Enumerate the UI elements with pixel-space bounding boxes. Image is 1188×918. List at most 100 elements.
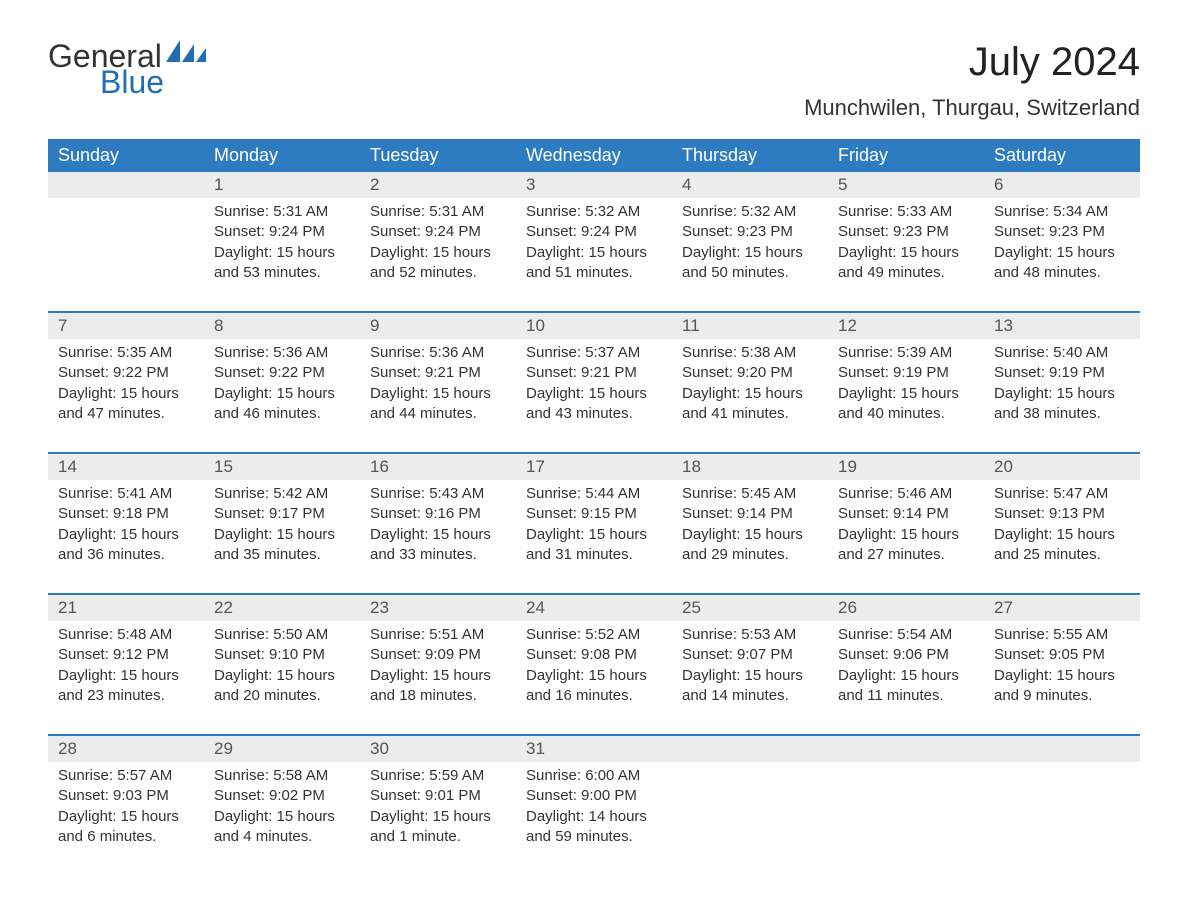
sunrise-text: Sunrise: 5:39 AM: [838, 343, 974, 363]
daylight-text: Daylight: 15 hours: [526, 666, 662, 686]
day-cell: Sunrise: 5:53 AMSunset: 9:07 PMDaylight:…: [672, 621, 828, 735]
day-empty: [48, 198, 204, 312]
sunset-text: Sunset: 9:14 PM: [838, 504, 974, 524]
day-cell: Sunrise: 5:33 AMSunset: 9:23 PMDaylight:…: [828, 198, 984, 312]
daylight-text: Daylight: 15 hours: [682, 384, 818, 404]
sunrise-text: Sunrise: 5:57 AM: [58, 766, 194, 786]
daylight-text: Daylight: 15 hours: [526, 525, 662, 545]
day-number: 1: [204, 172, 360, 198]
sunset-text: Sunset: 9:06 PM: [838, 645, 974, 665]
daylight-text: Daylight: 15 hours: [994, 384, 1130, 404]
daylight-text: and 14 minutes.: [682, 686, 818, 706]
day-empty: [984, 762, 1140, 875]
sunset-text: Sunset: 9:05 PM: [994, 645, 1130, 665]
day-number: 28: [48, 736, 204, 762]
day-cell: Sunrise: 5:31 AMSunset: 9:24 PMDaylight:…: [360, 198, 516, 312]
daylight-text: Daylight: 15 hours: [214, 384, 350, 404]
sunset-text: Sunset: 9:19 PM: [838, 363, 974, 383]
day-number: 4: [672, 172, 828, 198]
sunset-text: Sunset: 9:19 PM: [994, 363, 1130, 383]
sunrise-text: Sunrise: 5:46 AM: [838, 484, 974, 504]
day-number: 5: [828, 172, 984, 198]
logo-word2: Blue: [100, 66, 208, 98]
day-number: 7: [48, 313, 204, 339]
day-number: 8: [204, 313, 360, 339]
weekday-saturday: Saturday: [984, 139, 1140, 172]
sunset-text: Sunset: 9:00 PM: [526, 786, 662, 806]
sunset-text: Sunset: 9:23 PM: [838, 222, 974, 242]
day-cell: Sunrise: 5:59 AMSunset: 9:01 PMDaylight:…: [360, 762, 516, 875]
sunset-text: Sunset: 9:17 PM: [214, 504, 350, 524]
daylight-text: Daylight: 15 hours: [838, 666, 974, 686]
day-content-row: Sunrise: 5:31 AMSunset: 9:24 PM Daylight:…: [48, 198, 1140, 312]
daylight-text: and 47 minutes.: [58, 404, 194, 424]
daylight-text: and 6 minutes.: [58, 827, 194, 847]
daylight-text: and 31 minutes.: [526, 545, 662, 565]
day-cell: Sunrise: 5:34 AMSunset: 9:23 PMDaylight:…: [984, 198, 1140, 312]
daylight-text: and 51 minutes.: [526, 263, 662, 283]
day-cell: Sunrise: 5:32 AMSunset: 9:23 PMDaylight:…: [672, 198, 828, 312]
sunset-text: Sunset: 9:20 PM: [682, 363, 818, 383]
daylight-text: Daylight: 15 hours: [370, 243, 506, 263]
day-number: 10: [516, 313, 672, 339]
sunset-text: Sunset: 9:24 PM: [214, 222, 350, 242]
sunrise-text: Sunrise: 5:31 AM: [214, 202, 350, 222]
calendar-head: Sunday Monday Tuesday Wednesday Thursday…: [48, 139, 1140, 172]
day-number: 14: [48, 454, 204, 480]
sunset-text: Sunset: 9:21 PM: [526, 363, 662, 383]
sunrise-text: Sunrise: 5:42 AM: [214, 484, 350, 504]
daylight-text: and 44 minutes.: [370, 404, 506, 424]
day-number: 20: [984, 454, 1140, 480]
sunset-text: Sunset: 9:03 PM: [58, 786, 194, 806]
day-cell: Sunrise: 5:41 AMSunset: 9:18 PMDaylight:…: [48, 480, 204, 594]
daylight-text: Daylight: 15 hours: [994, 666, 1130, 686]
day-empty: [828, 736, 984, 762]
sunset-text: Sunset: 9:18 PM: [58, 504, 194, 524]
sunset-text: Sunset: 9:07 PM: [682, 645, 818, 665]
day-number: 24: [516, 595, 672, 621]
day-cell: Sunrise: 5:38 AMSunset: 9:20 PMDaylight:…: [672, 339, 828, 453]
daylight-text: and 36 minutes.: [58, 545, 194, 565]
sunrise-text: Sunrise: 5:36 AM: [214, 343, 350, 363]
day-cell: Sunrise: 5:47 AMSunset: 9:13 PMDaylight:…: [984, 480, 1140, 594]
daylight-text: and 50 minutes.: [682, 263, 818, 283]
daylight-text: Daylight: 15 hours: [682, 525, 818, 545]
day-number: 18: [672, 454, 828, 480]
sunrise-text: Sunrise: 5:36 AM: [370, 343, 506, 363]
daylight-text: Daylight: 15 hours: [994, 525, 1130, 545]
sunset-text: Sunset: 9:23 PM: [994, 222, 1130, 242]
sunset-text: Sunset: 9:14 PM: [682, 504, 818, 524]
daylight-text: Daylight: 15 hours: [214, 666, 350, 686]
day-cell: Sunrise: 5:55 AMSunset: 9:05 PMDaylight:…: [984, 621, 1140, 735]
day-cell: Sunrise: 5:42 AMSunset: 9:17 PMDaylight:…: [204, 480, 360, 594]
day-number: 12: [828, 313, 984, 339]
sunset-text: Sunset: 9:22 PM: [214, 363, 350, 383]
day-content-row: Sunrise: 5:57 AMSunset: 9:03 PMDaylight:…: [48, 762, 1140, 875]
day-number: 27: [984, 595, 1140, 621]
sunrise-text: Sunrise: 5:40 AM: [994, 343, 1130, 363]
daylight-text: and 23 minutes.: [58, 686, 194, 706]
daylight-text: and 1 minute.: [370, 827, 506, 847]
day-number: 30: [360, 736, 516, 762]
day-empty: [828, 762, 984, 875]
daylight-text: Daylight: 15 hours: [526, 243, 662, 263]
day-cell: Sunrise: 5:45 AMSunset: 9:14 PMDaylight:…: [672, 480, 828, 594]
day-number: 16: [360, 454, 516, 480]
daylight-text: and 53 minutes.: [214, 263, 350, 283]
daylight-text: and 20 minutes.: [214, 686, 350, 706]
day-cell: Sunrise: 5:37 AMSunset: 9:21 PMDaylight:…: [516, 339, 672, 453]
sunset-text: Sunset: 9:16 PM: [370, 504, 506, 524]
daylight-text: and 52 minutes.: [370, 263, 506, 283]
daylight-text: Daylight: 15 hours: [370, 666, 506, 686]
day-number: 2: [360, 172, 516, 198]
sunrise-text: Sunrise: 5:44 AM: [526, 484, 662, 504]
sunset-text: Sunset: 9:12 PM: [58, 645, 194, 665]
header: General Blue July 2024 Munchwilen, Thurg…: [48, 40, 1140, 121]
day-cell: Sunrise: 5:50 AMSunset: 9:10 PMDaylight:…: [204, 621, 360, 735]
daylight-text: Daylight: 15 hours: [58, 666, 194, 686]
daylight-text: and 16 minutes.: [526, 686, 662, 706]
daylight-text: Daylight: 15 hours: [58, 525, 194, 545]
day-content-row: Sunrise: 5:41 AMSunset: 9:18 PMDaylight:…: [48, 480, 1140, 594]
daylight-text: Daylight: 15 hours: [370, 525, 506, 545]
day-number: 15: [204, 454, 360, 480]
